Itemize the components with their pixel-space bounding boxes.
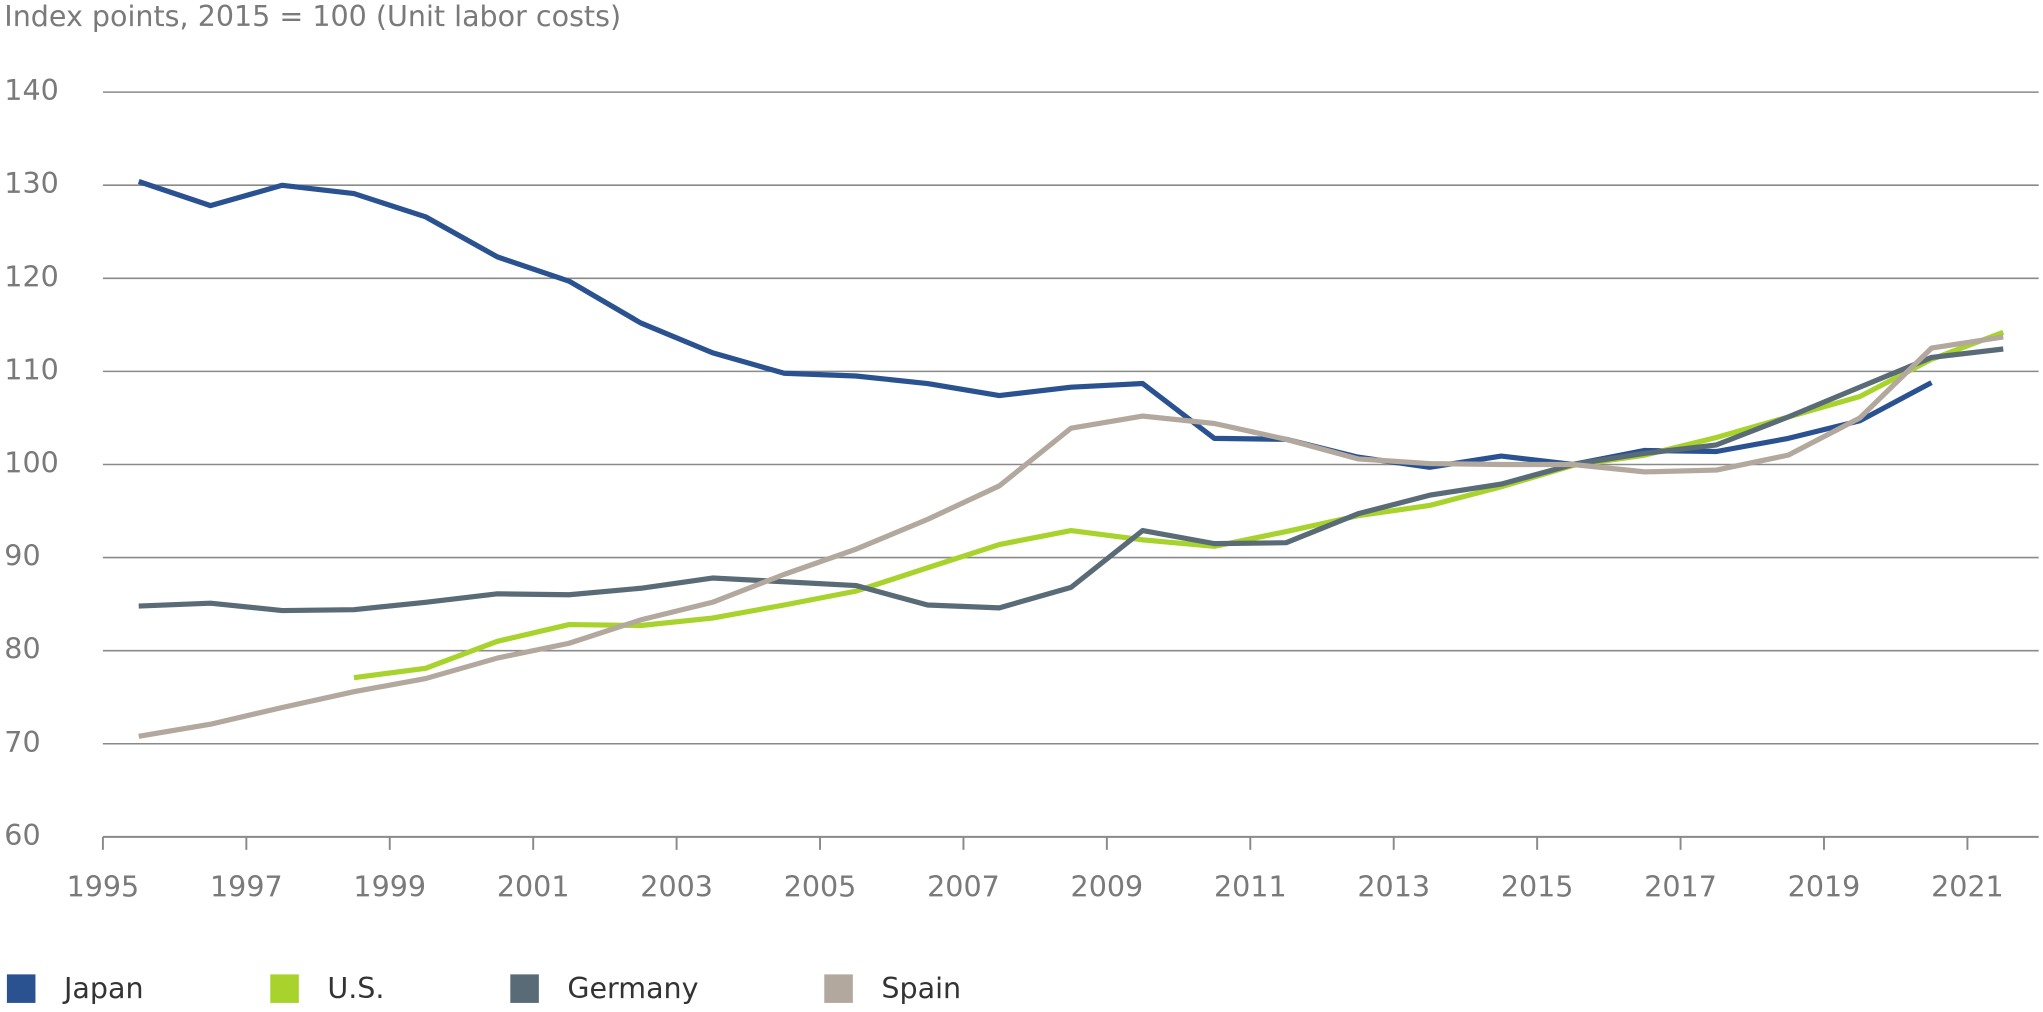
series-line <box>137 179 1933 470</box>
series-line <box>353 329 2005 681</box>
x-tick-label: 2013 <box>1357 871 1430 904</box>
x-tick-label: 1997 <box>210 871 283 904</box>
y-tick-label: 100 <box>4 446 58 479</box>
y-tick-label: 110 <box>4 353 58 386</box>
x-tick-label: 2001 <box>497 871 570 904</box>
y-tick-label: 120 <box>4 260 58 293</box>
x-tick-label: 2021 <box>1931 871 2004 904</box>
y-tick-label: 130 <box>4 167 58 200</box>
legend-label: Germany <box>567 972 698 1005</box>
y-tick-label: 90 <box>4 540 40 573</box>
x-tick-label: 2017 <box>1644 871 1717 904</box>
legend-label: Spain <box>881 972 961 1005</box>
legend-label: Japan <box>62 972 144 1005</box>
x-tick-label: 2015 <box>1501 871 1574 904</box>
series-line <box>138 346 2004 614</box>
chart-title: Index points, 2015 = 100 (Unit labor cos… <box>4 0 621 33</box>
x-tick-label: 1999 <box>353 871 426 904</box>
y-tick-label: 60 <box>4 819 40 852</box>
legend-swatch <box>6 974 36 1003</box>
series-line <box>138 334 2004 739</box>
x-tick-label: 2011 <box>1214 871 1287 904</box>
legend-swatch <box>270 974 299 1003</box>
y-tick-label: 70 <box>4 726 40 759</box>
x-tick-label: 2019 <box>1788 871 1861 904</box>
legend-label: U.S. <box>327 972 384 1005</box>
y-tick-label: 140 <box>4 74 58 107</box>
x-tick-label: 2009 <box>1071 871 1144 904</box>
x-tick-label: 1995 <box>67 871 140 904</box>
x-tick-label: 2007 <box>927 871 1000 904</box>
x-tick-label: 2003 <box>640 871 713 904</box>
x-tick-label: 2005 <box>784 871 857 904</box>
legend-swatch <box>824 974 853 1003</box>
legend-swatch <box>510 974 539 1003</box>
y-tick-label: 80 <box>4 633 40 666</box>
